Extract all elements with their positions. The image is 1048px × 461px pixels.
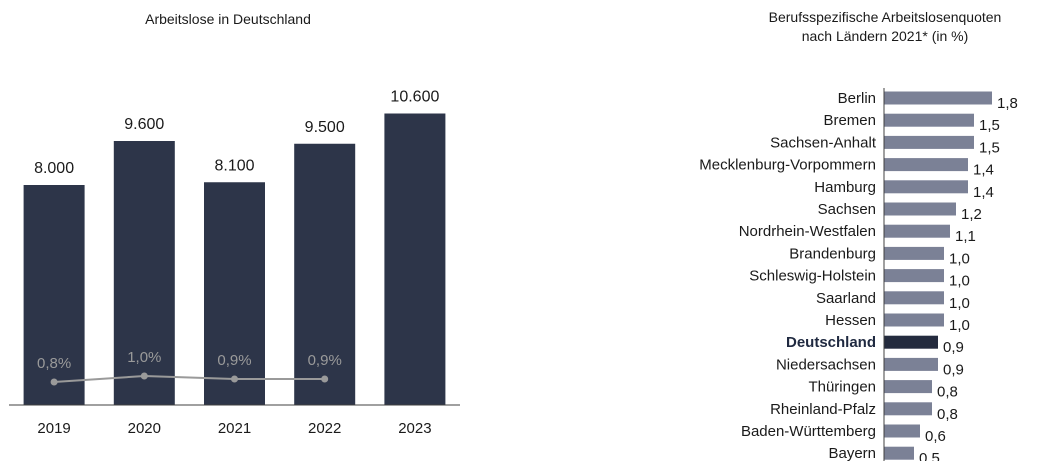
state-label-Thüringen: Thüringen <box>808 379 876 396</box>
rate-point-2019 <box>50 378 58 386</box>
x-tick-2021: 2021 <box>218 420 251 437</box>
state-label-Schleswig-Holstein: Schleswig-Holstein <box>749 268 876 285</box>
state-label-Bremen: Bremen <box>823 112 876 129</box>
bar-value-label-2023: 10.600 <box>390 89 439 106</box>
left-chart-title: Arbeitslose in Deutschland <box>145 11 311 27</box>
hbar-Rheinland-Pfalz <box>884 402 932 416</box>
state-label-Saarland: Saarland <box>816 290 876 307</box>
right-chart-title-line-2: nach Ländern 2021* (in %) <box>801 28 969 44</box>
bar-2020 <box>113 141 175 405</box>
hbar-Deutschland <box>884 335 938 349</box>
bar-value-label-2021: 8.100 <box>214 157 254 174</box>
bar-2021 <box>204 182 265 405</box>
x-tick-2023: 2023 <box>398 420 431 437</box>
hbar-value-label-Hessen: 1,0 <box>949 317 970 334</box>
rate-point-2020 <box>140 372 148 380</box>
hbar-value-label-Deutschland: 0,9 <box>943 339 964 356</box>
state-label-Nordrhein-Westfalen: Nordrhein-Westfalen <box>739 223 876 240</box>
hbar-Bremen <box>884 113 974 127</box>
right-chart-title-line-1: Berufsspezifische Arbeitslosenquoten <box>768 9 1002 25</box>
rate-line <box>54 374 325 383</box>
hbar-Sachsen-Anhalt <box>884 135 974 149</box>
hbar-value-label-Brandenburg: 1,0 <box>949 250 970 267</box>
hbar-Berlin <box>884 91 992 105</box>
bar-2019 <box>23 185 85 405</box>
rate-label-2022: 0,9% <box>308 352 342 369</box>
right-chart-title: Berufsspezifische Arbeitslosenquoten nac… <box>720 8 1048 46</box>
rate-point-2021 <box>231 375 238 383</box>
bar-value-label-2020: 9.600 <box>124 116 164 133</box>
hbar-Niedersachsen <box>884 357 938 371</box>
hbar-Sachsen <box>884 202 956 216</box>
state-label-Sachsen-Anhalt: Sachsen-Anhalt <box>770 134 877 151</box>
hbar-value-label-Schleswig-Holstein: 1,0 <box>949 273 970 290</box>
x-tick-2022: 2022 <box>308 420 341 437</box>
hbar-value-label-Hamburg: 1,4 <box>973 184 994 201</box>
rate-point-2022 <box>321 375 329 383</box>
hbar-value-label-Bayern: 0,5 <box>919 450 940 461</box>
hbar-Hessen <box>884 313 944 327</box>
hbar-value-label-Mecklenburg-Vorpommern: 1,4 <box>973 162 994 179</box>
hbar-Thüringen <box>884 380 932 394</box>
state-label-Baden-Württemberg: Baden-Württemberg <box>741 423 876 440</box>
hbar-value-label-Sachsen-Anhalt: 1,5 <box>979 139 1000 156</box>
state-label-Hessen: Hessen <box>825 312 876 329</box>
state-label-Rheinland-Pfalz: Rheinland-Pfalz <box>770 401 876 418</box>
hbar-Brandenburg <box>884 246 944 260</box>
rate-label-2020: 1,0% <box>127 349 161 366</box>
hbar-value-label-Saarland: 1,0 <box>949 295 970 312</box>
state-label-Mecklenburg-Vorpommern: Mecklenburg-Vorpommern <box>699 157 876 174</box>
hbar-Saarland <box>884 291 944 305</box>
bar-2022 <box>294 143 356 405</box>
hbar-value-label-Bremen: 1,5 <box>979 117 1000 134</box>
state-label-Brandenburg: Brandenburg <box>789 245 876 262</box>
hbar-Baden-Württemberg <box>884 424 920 438</box>
hbar-Nordrhein-Westfalen <box>884 224 950 238</box>
hbar-Schleswig-Holstein <box>884 269 944 283</box>
state-label-Deutschland: Deutschland <box>786 334 876 351</box>
x-tick-2019: 2019 <box>37 420 70 437</box>
state-label-Berlin: Berlin <box>838 90 876 107</box>
hbar-value-label-Baden-Württemberg: 0,6 <box>925 428 946 445</box>
state-label-Hamburg: Hamburg <box>814 179 876 196</box>
hbar-value-label-Thüringen: 0,8 <box>937 384 958 401</box>
bar-value-label-2022: 9.500 <box>305 119 345 136</box>
hbar-value-label-Sachsen: 1,2 <box>961 206 982 223</box>
hbar-value-label-Niedersachsen: 0,9 <box>943 361 964 378</box>
hbar-Bayern <box>884 446 914 460</box>
state-label-Bayern: Bayern <box>828 445 876 461</box>
rate-label-2021: 0,9% <box>217 352 251 369</box>
hbar-Mecklenburg-Vorpommern <box>884 158 968 172</box>
hbar-value-label-Rheinland-Pfalz: 0,8 <box>937 406 958 423</box>
x-tick-2020: 2020 <box>128 420 161 437</box>
bar-2023 <box>384 113 446 405</box>
rate-label-2019: 0,8% <box>37 355 71 372</box>
hbar-Hamburg <box>884 180 968 194</box>
state-label-Niedersachsen: Niedersachsen <box>776 356 876 373</box>
hbar-value-label-Berlin: 1,8 <box>997 95 1018 112</box>
hbar-value-label-Nordrhein-Westfalen: 1,1 <box>955 228 976 245</box>
state-label-Sachsen: Sachsen <box>818 201 876 218</box>
bar-value-label-2019: 8.000 <box>34 160 74 177</box>
